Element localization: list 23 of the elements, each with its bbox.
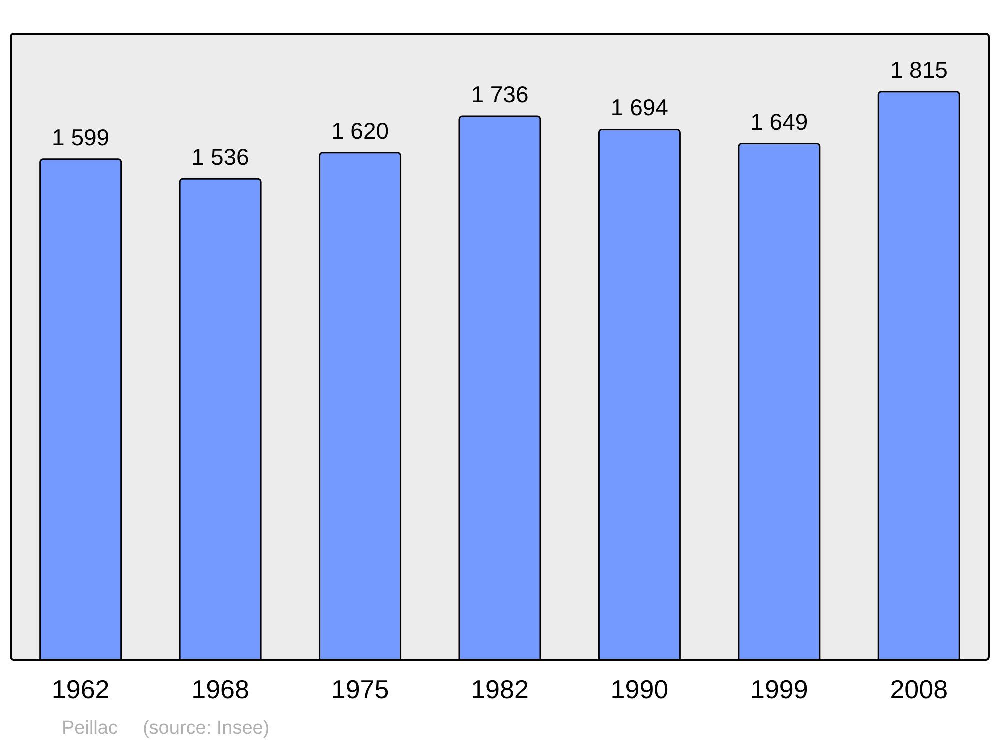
data-label: 1 815: [890, 56, 948, 83]
data-label: 1 736: [471, 82, 529, 108]
bar: [738, 143, 821, 661]
x-tick-label: 2008: [890, 674, 948, 704]
bar: [319, 152, 402, 661]
x-tick-label: 1962: [52, 674, 110, 704]
x-tick-label: 1982: [471, 674, 529, 704]
data-label: 1 694: [610, 94, 669, 121]
text: (source: Insee): [142, 718, 270, 740]
text: Peillac: [62, 718, 118, 740]
x-tick-label: 1968: [192, 674, 250, 704]
bar: [878, 91, 960, 661]
bar: [40, 158, 122, 661]
bar: [179, 178, 262, 661]
data-label: 1 649: [750, 108, 808, 135]
data-label: 1 620: [331, 118, 390, 144]
data-label: 1 536: [192, 144, 250, 170]
bar: [458, 116, 542, 661]
x-tick-label: 1990: [610, 674, 669, 704]
x-tick-label: 1999: [750, 674, 808, 704]
x-tick-label: 1975: [331, 674, 390, 704]
bar: [598, 128, 681, 661]
data-label: 1 599: [52, 124, 110, 150]
